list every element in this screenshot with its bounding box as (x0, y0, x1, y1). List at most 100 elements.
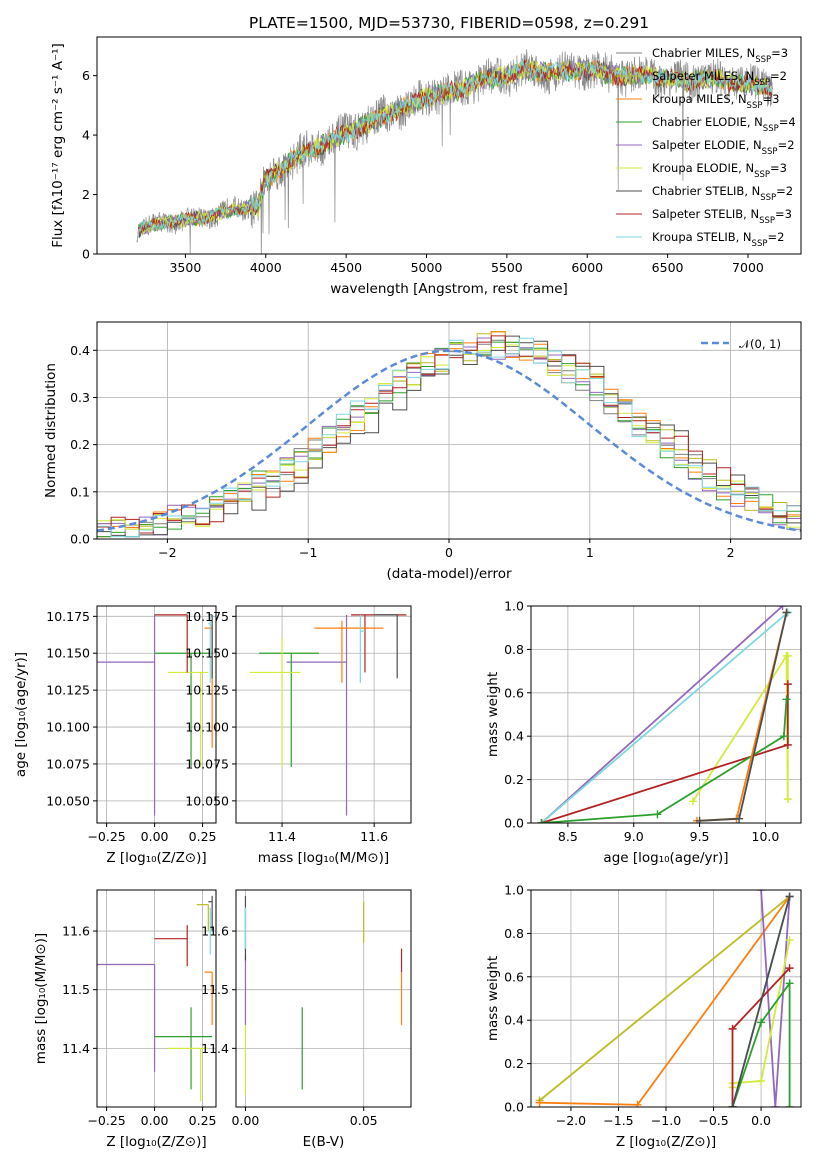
mass-weight-marker (757, 890, 766, 894)
y-tick-label: 11.4 (201, 1041, 229, 1056)
y-tick-label: 6 (82, 68, 90, 83)
y-tick-label: 0.6 (504, 969, 524, 984)
spectrum-line-8 (136, 60, 773, 243)
y-tick-label: 11.4 (62, 1041, 90, 1056)
legend-entry: Chabrier ELODIE, NSSP=4 (652, 115, 796, 134)
x-tick-label: 1 (586, 545, 594, 560)
panel-mass_vs_Z: −0.25 0.00 0.25 11.4 11.5 11.6 Z [log₁₀(Z/Z⊙)]… (33, 889, 217, 1150)
legend-entry: Salpeter STELIB, NSSP=3 (652, 207, 792, 226)
plot-area-spectrum (136, 49, 773, 254)
x-axis-label: mass [log₁₀(M/M⊙)] (258, 850, 389, 866)
mass-weight-marker (782, 608, 791, 617)
mass-weight-marker (785, 935, 794, 944)
mass-weight-marker (689, 797, 697, 806)
axes-frame (96, 605, 217, 824)
y-tick-label: 4 (82, 128, 90, 143)
mass-weight-line (540, 606, 784, 823)
x-tick-label: −0.25 (87, 1113, 125, 1128)
plot-area-mass_weight_vs_age (537, 606, 792, 823)
grid-age_vs_Z (97, 606, 216, 823)
y-tick-label: 0.4 (70, 343, 90, 358)
y-tick-label: 2 (82, 187, 90, 202)
y-axis-label: age [log₁₀(age/yr)] (13, 652, 29, 777)
x-axis-label: E(B-V) (303, 1134, 345, 1150)
mass-weight-marker (785, 1103, 794, 1107)
mass-weight-marker (783, 740, 792, 749)
mass-weight-line (539, 895, 791, 1102)
y-axis-label: Flux [fλ10⁻¹⁷ erg cm⁻² s⁻¹ A⁻¹] (50, 43, 66, 248)
x-tick-label: 7000 (732, 260, 764, 275)
grid-mass_vs_EBV (236, 890, 411, 1107)
y-tick-label: 10.075 (185, 756, 229, 771)
x-axis-label: wavelength [Angstrom, rest frame] (330, 281, 568, 297)
y-tick-label: 0.0 (504, 816, 524, 831)
x-tick-label: 6000 (571, 260, 603, 275)
x-axis-label: Z [log₁₀(Z/Z⊙)] (616, 1134, 716, 1150)
mass-weight-marker (783, 680, 792, 689)
figure-title: PLATE=1500, MJD=53730, FIBERID=0598, z=0… (249, 14, 649, 32)
x-tick-label: 4000 (250, 260, 282, 275)
y-tick-label: 0.8 (504, 926, 524, 941)
y-tick-label: 11.6 (201, 924, 229, 939)
x-axis-label: (data-model)/error (386, 566, 512, 582)
y-tick-label: 0.6 (504, 685, 524, 700)
mass-weight-marker (757, 1018, 766, 1027)
grid-mass_weight_vs_age (531, 605, 801, 824)
x-tick-label: 3500 (169, 260, 201, 275)
x-tick-label: 0.25 (189, 1113, 217, 1128)
axes-frame (96, 321, 802, 540)
legend-entry: Kroupa MILES, NSSP=3 (652, 92, 779, 111)
plot-area-mass_vs_EBV (244, 895, 403, 1096)
mass-weight-marker (728, 1103, 737, 1107)
mass-weight-marker (653, 810, 662, 819)
y-tick-label: 10.125 (46, 683, 90, 698)
x-tick-label: −1 (299, 545, 317, 560)
x-axis-label: Z [log₁₀(Z/Z⊙)] (106, 1134, 206, 1150)
x-tick-label: 11.6 (360, 829, 388, 844)
plot-area-age_vs_Z (97, 614, 213, 816)
legend-entry: Salpeter ELODIE, NSSP=2 (652, 138, 795, 157)
legend-entry: 𝒩(0, 1) (739, 337, 781, 351)
mass-weight-marker (771, 1103, 780, 1107)
y-tick-label: 0 (82, 247, 90, 262)
y-tick-label: 1.0 (504, 883, 524, 898)
x-tick-label: 8.5 (558, 829, 578, 844)
y-tick-label: 11.6 (62, 924, 90, 939)
gaussian-curve (97, 349, 801, 532)
plot-area-mass_vs_Z (97, 895, 213, 1102)
y-tick-label: 0.0 (504, 1100, 524, 1115)
y-tick-label: 10.050 (185, 793, 229, 808)
mass-weight-marker (785, 892, 794, 901)
x-tick-label: −0.25 (87, 829, 125, 844)
axes-frame (235, 889, 412, 1108)
y-tick-label: 10.175 (46, 609, 90, 624)
y-axis-label: mass weight (485, 956, 501, 1041)
axes-frame (96, 36, 802, 255)
histogram-step-8 (97, 337, 801, 538)
y-tick-label: 0.1 (70, 484, 90, 499)
plot-area-age_vs_mass (249, 614, 407, 816)
x-tick-label: −2.0 (556, 1113, 586, 1128)
mass-weight-marker (783, 795, 792, 804)
mass-weight-marker (535, 1098, 544, 1107)
mass-weight-marker (728, 1024, 737, 1033)
panel-residuals: −2 −1 0 1 2 0.0 0.1 0.2 0.3 0.4 (data-model)/error… (43, 321, 802, 582)
y-tick-label: 0.2 (70, 437, 90, 452)
x-tick-label: 11.4 (268, 829, 296, 844)
legend-entry: Chabrier STELIB, NSSP=2 (652, 184, 793, 203)
x-tick-label: 6500 (652, 260, 684, 275)
mass-weight-marker (735, 814, 744, 823)
x-tick-label: 5000 (411, 260, 443, 275)
plot-area-mass_weight_vs_Z (535, 890, 794, 1107)
y-tick-label: 11.5 (201, 982, 229, 997)
y-tick-label: 0.3 (70, 390, 90, 405)
legend-entry: Kroupa STELIB, NSSP=2 (652, 230, 784, 249)
axes-frame (530, 605, 802, 824)
mass-weight-line (541, 699, 788, 823)
panel-age_vs_mass: 11.4 11.6 10.050 10.075 10.100 10.125 10.150 10… (185, 605, 412, 866)
x-axis-label: Z [log₁₀(Z/Z⊙)] (106, 850, 206, 866)
x-tick-label: 0.0 (751, 1113, 771, 1128)
mass-weight-line (540, 611, 789, 823)
mass-weight-marker (779, 732, 788, 741)
